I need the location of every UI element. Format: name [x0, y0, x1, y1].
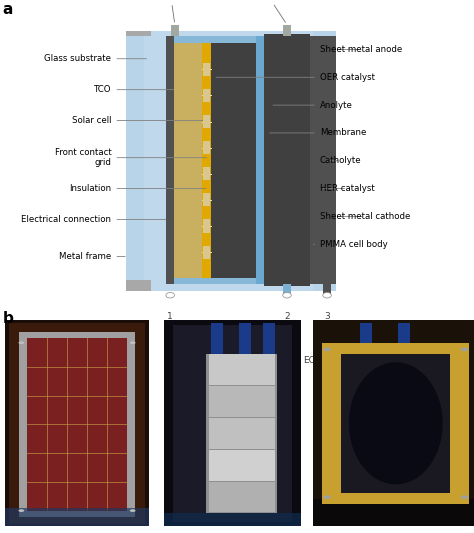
Bar [203, 63, 210, 76]
Circle shape [323, 293, 331, 298]
Text: Glass substrate: Glass substrate [45, 54, 146, 63]
Bar [203, 193, 210, 206]
Bar [19, 332, 135, 518]
Text: Membrane: Membrane [270, 128, 366, 138]
Ellipse shape [349, 362, 443, 484]
Bar [209, 481, 275, 512]
Bar [27, 338, 127, 511]
Bar [360, 322, 372, 343]
Circle shape [283, 293, 291, 298]
Bar [313, 31, 336, 290]
Bar [5, 320, 149, 526]
Bar [164, 320, 301, 526]
Text: Insulation: Insulation [69, 184, 206, 193]
Bar [283, 285, 291, 294]
Text: HER catalyst: HER catalyst [320, 184, 375, 193]
Bar [9, 322, 145, 524]
Bar [5, 508, 149, 526]
Text: a: a [2, 2, 13, 17]
Bar [203, 141, 210, 154]
Bar [313, 320, 474, 526]
Bar [209, 354, 275, 385]
Text: Sheet metal cathode: Sheet metal cathode [320, 212, 410, 221]
Circle shape [166, 293, 174, 298]
Bar [209, 450, 275, 481]
Circle shape [18, 509, 24, 512]
Bar [126, 31, 144, 290]
Bar [126, 31, 313, 290]
Bar [203, 115, 210, 128]
Bar [211, 322, 223, 354]
Bar [239, 322, 251, 354]
Circle shape [323, 495, 331, 499]
Bar [203, 167, 210, 180]
Text: Anolyte: Anolyte [273, 101, 353, 110]
Bar [209, 386, 275, 417]
Bar [174, 43, 202, 278]
Text: Sheet metal anode: Sheet metal anode [320, 45, 402, 54]
Bar [126, 280, 151, 290]
Bar [264, 34, 310, 286]
Bar [166, 36, 174, 285]
Bar [166, 36, 336, 285]
Text: PMMA cell body: PMMA cell body [313, 240, 388, 249]
Text: Hydrogen outlet: Hydrogen outlet [134, 0, 208, 22]
Bar [171, 25, 179, 36]
Text: Oxygen outlet: Oxygen outlet [236, 0, 300, 22]
Circle shape [130, 509, 136, 512]
Text: EC: EC [303, 356, 315, 365]
Bar [341, 354, 450, 492]
Bar [203, 246, 210, 259]
Text: OER catalyst: OER catalyst [216, 73, 375, 82]
Bar [256, 36, 264, 285]
Bar [313, 499, 474, 526]
Bar [203, 89, 210, 102]
Bar [263, 322, 275, 354]
Bar [398, 322, 410, 343]
Text: TCO: TCO [94, 85, 173, 94]
Circle shape [461, 495, 468, 499]
Text: 2: 2 [284, 312, 290, 321]
Bar [164, 513, 301, 526]
Bar [310, 36, 318, 285]
Text: Solar cell: Solar cell [72, 116, 209, 125]
Text: 3: 3 [324, 312, 330, 321]
Circle shape [323, 348, 331, 351]
Text: Front contact
grid: Front contact grid [55, 148, 207, 167]
Text: PV: PV [220, 356, 232, 365]
Bar [202, 43, 211, 278]
Bar [323, 285, 331, 294]
Circle shape [130, 341, 136, 344]
Text: Catholyte: Catholyte [320, 156, 362, 165]
Bar [310, 36, 336, 285]
Bar [318, 43, 336, 278]
Bar [126, 31, 151, 36]
Bar [322, 343, 469, 504]
Bar [173, 325, 292, 522]
Text: 1: 1 [167, 312, 173, 321]
Bar [209, 418, 275, 449]
Bar [283, 25, 291, 36]
Bar [203, 220, 210, 232]
Bar [206, 354, 277, 513]
Bar [211, 43, 256, 278]
Circle shape [18, 341, 24, 344]
Text: Electrical connection: Electrical connection [21, 215, 166, 224]
Circle shape [461, 348, 468, 351]
Text: Metal frame: Metal frame [59, 252, 125, 261]
Text: b: b [2, 311, 13, 326]
